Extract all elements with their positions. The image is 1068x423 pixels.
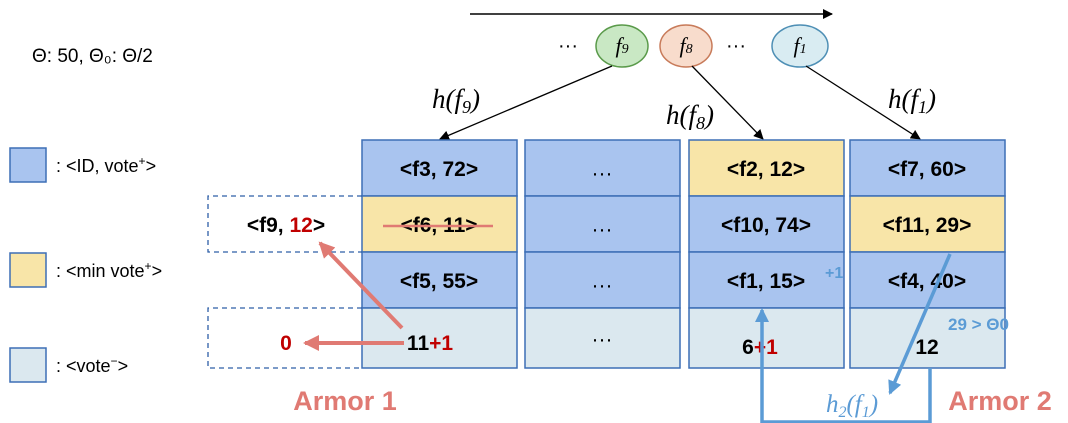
hash-label-f8: h(f8) — [666, 100, 714, 133]
bucket1-cell2 — [361, 195, 518, 253]
bucket3-cell2 — [688, 195, 845, 253]
bucket2-cell3 — [524, 251, 681, 309]
bucket4-entry1: <f7, 60> — [888, 158, 966, 181]
bucket2-dots4: ··· — [592, 328, 613, 351]
bucket1-entry3: <f5, 55> — [400, 270, 478, 293]
bucket3-cell3 — [688, 251, 845, 309]
evicted-neg-dashed-box — [207, 307, 362, 369]
armor1-arrow-up — [318, 241, 404, 330]
bucket3-entry1: <f2, 12> — [727, 158, 805, 181]
legend-label-min-vote: : <min vote+> — [56, 259, 162, 281]
armor1-label: Armor 1 — [293, 386, 397, 416]
hash-label-f1: h(f1) — [888, 84, 936, 117]
stream-dots-mid: ··· — [726, 35, 746, 57]
hash-arrow-f9 — [439, 65, 613, 141]
h2-arrow-down — [888, 253, 952, 395]
bucket4-cell3 — [849, 251, 1006, 309]
bucket3-neg-value: 6+1 — [742, 336, 778, 359]
h2-label: h2(f1) — [826, 391, 878, 421]
legend-label-vote-neg: : <vote−> — [56, 354, 128, 376]
bucket4-neg-cell — [849, 307, 1006, 369]
bucket3-inc: +1 — [825, 265, 843, 282]
legend-swatch-min-vote — [9, 252, 47, 288]
bucket1-neg-value: 11+1 — [407, 332, 453, 355]
theta-params: Θ: 50, Θ₀: Θ/2 — [32, 46, 153, 67]
bucket1-cell3 — [361, 251, 518, 309]
bucket1-entry1: <f3, 72> — [400, 158, 478, 181]
flow-node-f8 — [659, 24, 713, 68]
hash-arrow-f1 — [805, 65, 921, 140]
bucket3-cell1 — [688, 139, 845, 197]
bucket4-entry3: <f4, 40> — [888, 270, 966, 293]
bucket2-dots2: ··· — [592, 218, 613, 241]
bucket4-entry2: <f11, 29> — [883, 214, 972, 237]
bucket4-cell1 — [849, 139, 1006, 197]
flow-node-f1 — [771, 24, 829, 68]
hash-label-f9: h(f9) — [432, 84, 480, 117]
bucket4-cell2 — [849, 195, 1006, 253]
legend-swatch-id-vote — [9, 147, 47, 183]
legend-label-id-vote: : <ID, vote+> — [56, 154, 156, 176]
bucket3-entry3: <f1, 15> — [727, 270, 805, 293]
neg-reset-zero: 0 — [280, 332, 292, 355]
new-entry-f9: <f9, 12> — [247, 214, 325, 237]
bucket2-neg-cell — [524, 307, 681, 369]
hash-arrow-f8 — [691, 65, 764, 140]
flow-node-f9 — [595, 24, 649, 68]
bucket2-dots3: ··· — [592, 274, 613, 297]
legend-swatch-vote-neg — [9, 347, 47, 383]
h2-arrow-to-bucket3 — [755, 308, 932, 423]
theta-condition: 29 > Θ0 — [948, 315, 1009, 334]
bucket2-dots1: ··· — [592, 162, 613, 185]
stream-dots-left: ··· — [558, 35, 578, 57]
armor2-label: Armor 2 — [948, 386, 1052, 416]
bucket2-cell1 — [524, 139, 681, 197]
bucket1-cell1 — [361, 139, 518, 197]
bucket3-entry2: <f10, 74> — [721, 214, 811, 237]
bucket4-neg-value: 12 — [915, 336, 938, 359]
bucket1-neg-cell — [361, 307, 518, 369]
evicted-entry-dashed-box — [207, 195, 362, 253]
